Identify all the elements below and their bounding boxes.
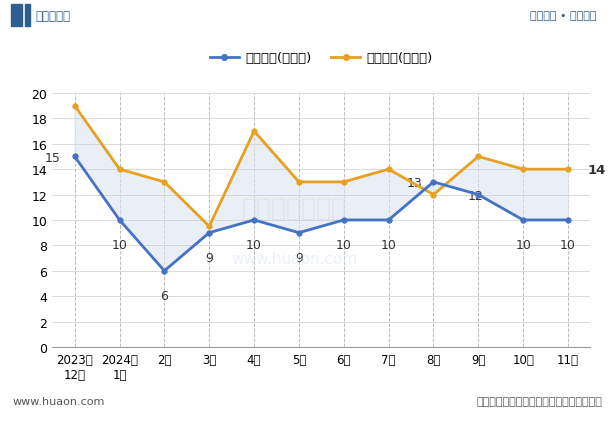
进口总额(亿美元): [205, 224, 213, 229]
出口总额(亿美元): [340, 218, 347, 223]
出口总额(亿美元): [430, 180, 437, 185]
Text: 13: 13: [407, 177, 423, 190]
Text: 10: 10: [111, 239, 127, 251]
出口总额(亿美元): [116, 218, 123, 223]
进口总额(亿美元): [161, 180, 168, 185]
Line: 进口总额(亿美元): 进口总额(亿美元): [73, 104, 570, 229]
Text: 10: 10: [381, 239, 397, 251]
进口总额(亿美元): [430, 193, 437, 198]
出口总额(亿美元): [520, 218, 527, 223]
Text: 2023-2024年内蒙古自治区商品收发货人所在地进、出口额: 2023-2024年内蒙古自治区商品收发货人所在地进、出口额: [146, 49, 469, 68]
Text: 数据来源：中国海关，华经产业研究院整理: 数据来源：中国海关，华经产业研究院整理: [477, 397, 603, 406]
出口总额(亿美元): [295, 230, 303, 236]
出口总额(亿美元): [565, 218, 572, 223]
出口总额(亿美元): [250, 218, 258, 223]
进口总额(亿美元): [520, 167, 527, 172]
Text: 12: 12: [467, 190, 483, 202]
进口总额(亿美元): [250, 129, 258, 134]
进口总额(亿美元): [565, 167, 572, 172]
Line: 出口总额(亿美元): 出口总额(亿美元): [73, 155, 570, 273]
进口总额(亿美元): [475, 155, 482, 160]
Text: 10: 10: [246, 239, 262, 251]
Text: 9: 9: [295, 251, 303, 264]
Text: 华经情报网: 华经情报网: [36, 9, 71, 23]
出口总额(亿美元): [385, 218, 392, 223]
Text: www.huaon.com: www.huaon.com: [12, 397, 105, 406]
Text: 15: 15: [45, 152, 61, 164]
Legend: 出口总额(亿美元), 进口总额(亿美元): 出口总额(亿美元), 进口总额(亿美元): [204, 47, 438, 71]
Text: 华经产业研究院: 华经产业研究院: [242, 196, 347, 220]
Text: 10: 10: [515, 239, 531, 251]
Text: 专业严谨 • 客观科学: 专业严谨 • 客观科学: [530, 11, 597, 21]
Text: www.huaon.com: www.huaon.com: [231, 251, 357, 266]
进口总额(亿美元): [116, 167, 123, 172]
Bar: [25, 5, 30, 27]
Text: 6: 6: [161, 289, 169, 302]
Text: 10: 10: [560, 239, 576, 251]
出口总额(亿美元): [161, 268, 168, 273]
Text: 9: 9: [205, 251, 213, 264]
进口总额(亿美元): [71, 104, 78, 109]
出口总额(亿美元): [475, 193, 482, 198]
出口总额(亿美元): [205, 230, 213, 236]
Bar: [11, 5, 22, 27]
进口总额(亿美元): [385, 167, 392, 172]
Text: 10: 10: [336, 239, 352, 251]
进口总额(亿美元): [295, 180, 303, 185]
出口总额(亿美元): [71, 155, 78, 160]
Text: 14: 14: [587, 163, 606, 176]
进口总额(亿美元): [340, 180, 347, 185]
